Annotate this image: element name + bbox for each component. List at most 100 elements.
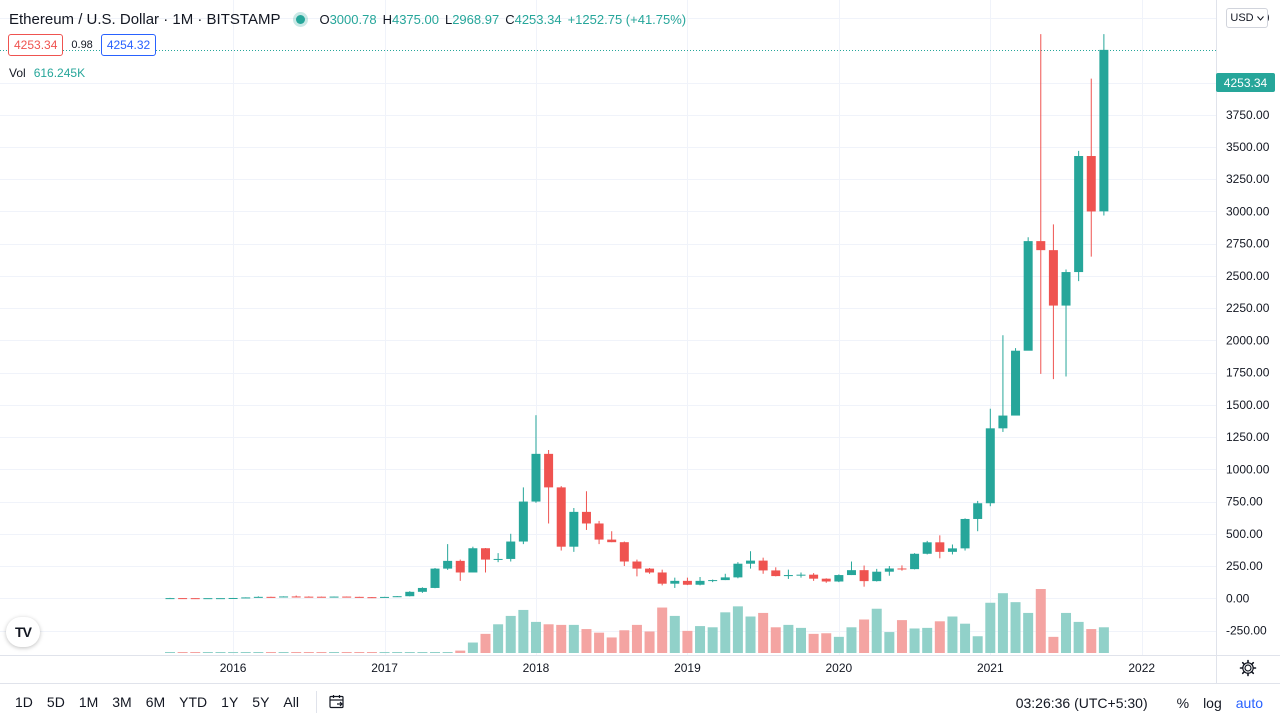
candlestick-chart[interactable]: 4500.004000.003750.003500.003250.003000.… <box>0 0 1280 683</box>
volume-bar <box>859 619 870 653</box>
sell-price-button[interactable]: 4253.34 <box>8 34 64 56</box>
settings-button[interactable] <box>1238 658 1258 678</box>
volume-bar <box>846 627 857 653</box>
chevron-down-icon <box>1256 15 1264 21</box>
price-tick-label: 3250.00 <box>1226 172 1270 186</box>
range-1m-button[interactable]: 1M <box>78 694 99 710</box>
volume-bar <box>682 630 693 653</box>
candle-body <box>215 598 225 600</box>
grid-lines <box>0 0 1216 655</box>
candle <box>645 567 655 574</box>
volume-bar <box>695 626 706 653</box>
toolbar-divider <box>315 691 317 713</box>
price-tick-label: 3750.00 <box>1226 108 1270 122</box>
volume-bar <box>707 627 718 653</box>
candle-body <box>266 596 276 598</box>
volume-bar <box>808 633 819 653</box>
candle <box>481 547 490 573</box>
close-value: 4253.34 <box>514 11 562 27</box>
candle <box>468 546 478 573</box>
range-6m-button[interactable]: 6M <box>145 694 166 710</box>
currency-label: USD <box>1230 12 1254 24</box>
candle <box>910 553 920 570</box>
candle-body <box>190 598 200 600</box>
volume-bar <box>202 652 213 653</box>
symbol-title[interactable]: Ethereum / U.S. Dollar · 1M · BITSTAMP <box>9 10 281 28</box>
range-5d-button[interactable]: 5D <box>46 694 65 710</box>
candle <box>1036 34 1046 374</box>
volume-bar <box>543 624 554 653</box>
volume-bar <box>467 642 478 653</box>
calendar-range-icon <box>329 695 344 709</box>
volume-bar <box>631 624 642 653</box>
time-tick-label: 2017 <box>371 661 398 675</box>
spread-value: 0.98 <box>71 39 93 51</box>
candle-body <box>846 570 856 576</box>
candle <box>846 561 856 576</box>
price-tick-label: 500.00 <box>1226 527 1263 541</box>
buy-price-button[interactable]: 4254.32 <box>100 34 157 56</box>
candle <box>821 578 831 583</box>
candle <box>619 541 629 567</box>
volume-bar <box>480 633 491 653</box>
volume-bar <box>985 602 996 653</box>
candle-body <box>682 580 692 585</box>
timezone-clock[interactable]: 03:26:36 (UTC+5:30) <box>1015 694 1148 711</box>
candle-body <box>165 598 175 600</box>
candle <box>380 596 390 598</box>
volume-bar <box>732 606 743 653</box>
candle <box>657 569 667 586</box>
candle-body <box>506 541 516 559</box>
range-1d-button[interactable]: 1D <box>15 694 33 710</box>
range-5y-button[interactable]: 5Y <box>252 694 270 710</box>
tradingview-logo[interactable]: TV <box>6 617 40 647</box>
candle <box>758 557 768 574</box>
candle <box>1023 237 1033 351</box>
range-3m-button[interactable]: 3M <box>112 694 132 710</box>
price-axis-labels: 4500.004000.003750.003500.003250.003000.… <box>1226 11 1270 637</box>
candle <box>834 574 844 583</box>
volume-bar <box>215 652 226 653</box>
time-axis-labels: 2016 2017 2018 2019 2020 2021 2022 <box>220 661 1156 675</box>
candle-body <box>581 511 591 524</box>
candle-body <box>228 597 238 599</box>
range-1y-button[interactable]: 1Y <box>221 694 239 710</box>
auto-scale-toggle[interactable]: auto <box>1235 694 1263 711</box>
time-tick-label: 2021 <box>977 661 1004 675</box>
volume-bar <box>720 612 731 653</box>
candle-body <box>897 568 907 570</box>
go-to-date-button[interactable] <box>325 690 349 714</box>
range-ytd-button[interactable]: YTD <box>179 694 208 710</box>
candle <box>367 597 377 599</box>
candle <box>544 449 554 524</box>
volume-bar <box>934 621 945 653</box>
volume-legend[interactable]: Vol 616.245K <box>9 66 85 80</box>
candle-body <box>645 568 655 573</box>
candle-body <box>960 518 970 549</box>
candle <box>392 596 402 598</box>
volume-bar <box>265 652 276 653</box>
range-all-button[interactable]: All <box>283 694 299 710</box>
volume-bar <box>833 636 844 653</box>
volume-bar <box>972 636 983 653</box>
candle <box>1099 34 1109 216</box>
volume-bar <box>1048 636 1059 653</box>
candle <box>973 500 983 532</box>
chart-legend-header: Ethereum / U.S. Dollar · 1M · BITSTAMP O… <box>9 8 686 30</box>
candle-body <box>973 503 983 519</box>
candle <box>922 540 932 555</box>
currency-select[interactable]: USD <box>1226 8 1268 28</box>
candle-body <box>203 598 213 600</box>
log-scale-toggle[interactable]: log <box>1203 694 1222 711</box>
volume-bar <box>1035 589 1046 653</box>
candle-body <box>998 415 1008 429</box>
candle-body <box>367 597 377 599</box>
volume-bar <box>455 650 466 653</box>
ohlc-values: O3000.78 H4375.00 L2968.97 C4253.34 +125… <box>319 12 686 27</box>
volume-bars <box>165 589 1109 653</box>
candle <box>178 598 188 600</box>
price-tick-label: 0.00 <box>1226 591 1250 605</box>
candle <box>279 596 289 598</box>
percent-scale-toggle[interactable]: % <box>1176 694 1190 711</box>
candle <box>304 596 314 598</box>
